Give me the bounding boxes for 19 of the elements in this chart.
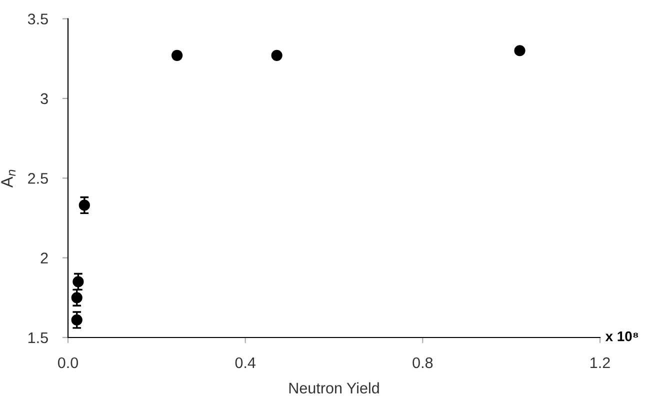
y-tick-label: 3.5 [28, 14, 48, 24]
y-tick-label: 3 [40, 93, 48, 104]
x-tick-label: 0.4 [235, 357, 256, 368]
x-tick-label: 0.8 [412, 357, 433, 368]
point [71, 314, 82, 326]
y-tick-label: 2.5 [28, 172, 48, 184]
point [71, 292, 82, 304]
point [172, 50, 183, 61]
point [72, 276, 84, 288]
y-axis-title: A$_{n}$ [1, 170, 16, 188]
point [271, 50, 282, 61]
y-tick-label: 2 [40, 252, 48, 264]
x-tick-label: 1.2 [590, 357, 610, 368]
x-axis-title: Neutron Yield [289, 382, 379, 394]
text: x 10⁸ [605, 331, 638, 342]
x-tick-label: 0.0 [58, 357, 78, 368]
y-tick-label: 1.5 [28, 332, 48, 344]
point [78, 200, 90, 211]
point [514, 45, 526, 56]
